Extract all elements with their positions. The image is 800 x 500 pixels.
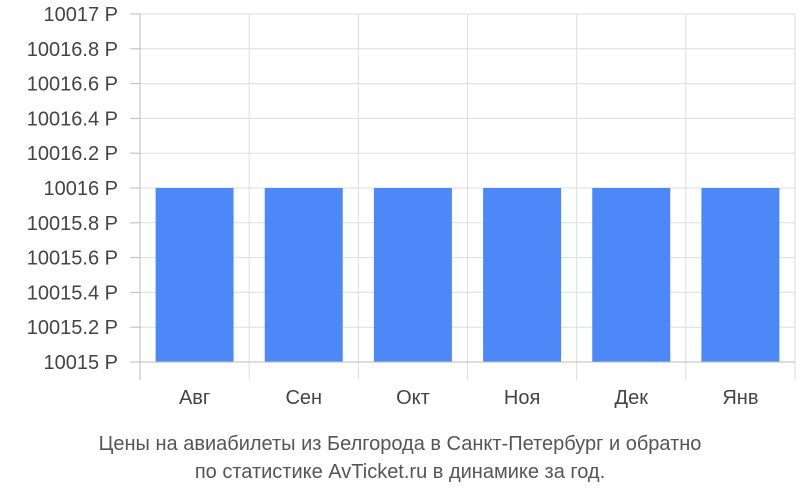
bar-6 (701, 188, 780, 362)
bar-2 (264, 188, 343, 362)
x-tick-label: Окт (396, 387, 430, 409)
grid-lines (140, 13, 796, 380)
y-tick-label: 10017 Р (43, 4, 118, 26)
x-axis-labels: Авг Сен Окт Ноя Дек Янв (179, 387, 759, 409)
y-tick-label: 10016.2 Р (27, 143, 118, 165)
x-tick-label: Дек (615, 387, 649, 409)
bar-4 (483, 188, 562, 362)
x-tick-label: Сен (285, 387, 322, 409)
y-axis-ticks: 10017 Р 10016.8 Р 10016.6 Р 10016.4 Р 10016.… (27, 4, 140, 374)
y-tick-label: 10015 Р (43, 352, 118, 374)
y-tick-label: 10016.4 Р (27, 108, 118, 130)
y-tick-label: 10015.2 Р (27, 317, 118, 339)
bar-1 (155, 188, 234, 362)
x-tick-label: Авг (179, 387, 210, 409)
bars (155, 188, 780, 362)
caption-line-2: по статистике AvTicket.ru в динамике за … (194, 461, 606, 483)
x-tick-label: Янв (722, 387, 758, 409)
y-tick-label: 10015.4 Р (27, 282, 118, 304)
y-tick-label: 10016.8 Р (27, 39, 118, 61)
x-tick-label: Ноя (504, 387, 540, 409)
y-tick-label: 10015.8 Р (27, 213, 118, 235)
y-tick-label: 10015.6 Р (27, 248, 118, 270)
chart-caption: Цены на авиабилеты из Белгорода в Санкт-… (0, 430, 800, 486)
y-tick-label: 10016.6 Р (27, 74, 118, 96)
caption-line-1: Цены на авиабилеты из Белгорода в Санкт-… (98, 433, 702, 455)
y-tick-label: 10016 Р (43, 178, 118, 200)
bar-5 (592, 188, 671, 362)
bar-chart: 10017 Р 10016.8 Р 10016.6 Р 10016.4 Р 10016.… (27, 4, 796, 409)
bar-3 (373, 188, 452, 362)
